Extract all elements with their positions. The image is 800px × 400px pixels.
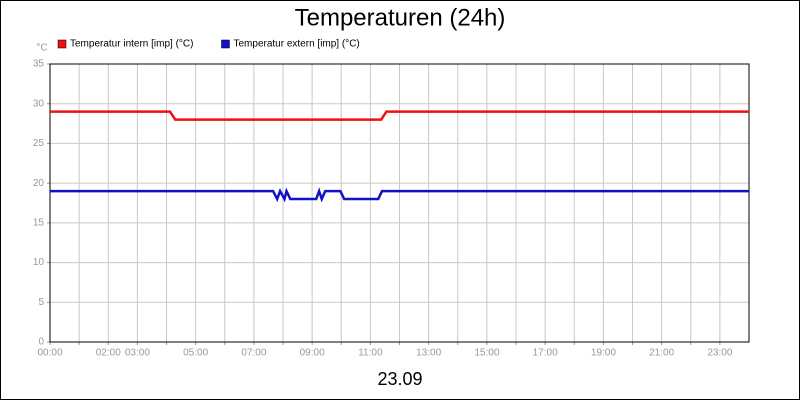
x-tick-label: 11:00 [358, 348, 383, 359]
x-tick-label: 13:00 [416, 348, 441, 359]
y-unit: °C [36, 43, 47, 54]
legend-label: Temperatur extern [imp] (°C) [233, 39, 359, 50]
y-tick-label: 15 [33, 217, 45, 228]
data-line [50, 187, 749, 203]
x-tick-label: 21:00 [649, 348, 674, 359]
x-tick-label: 15:00 [474, 348, 499, 359]
y-tick-label: 0 [38, 337, 44, 348]
y-tick-label: 10 [33, 257, 45, 268]
y-tick-label: 5 [38, 297, 44, 308]
x-tick-label: 03:00 [125, 348, 150, 359]
data-line [50, 110, 749, 121]
x-tick-label: 09:00 [300, 348, 325, 359]
y-tick-label: 20 [33, 178, 45, 189]
legend-swatch [221, 39, 230, 49]
x-tick-label: 23:00 [707, 348, 732, 359]
x-tick-label: 02:00 [96, 348, 121, 359]
y-tick-label: 30 [33, 98, 45, 109]
chart-title: Temperaturen (24h) [295, 4, 506, 31]
x-tick-label: 17:00 [533, 348, 558, 359]
y-tick-label: 25 [33, 138, 45, 149]
x-tick-label: 19:00 [591, 348, 616, 359]
x-tick-label: 05:00 [183, 348, 208, 359]
plot-border [49, 63, 750, 343]
y-tick-label: 35 [33, 59, 45, 70]
x-tick-label: 07:00 [241, 348, 266, 359]
x-axis-label: 23.09 [377, 369, 422, 389]
legend-swatch [57, 39, 67, 49]
legend-label: Temperatur intern [imp] (°C) [70, 39, 193, 50]
x-tick-label: 00:00 [37, 348, 62, 359]
